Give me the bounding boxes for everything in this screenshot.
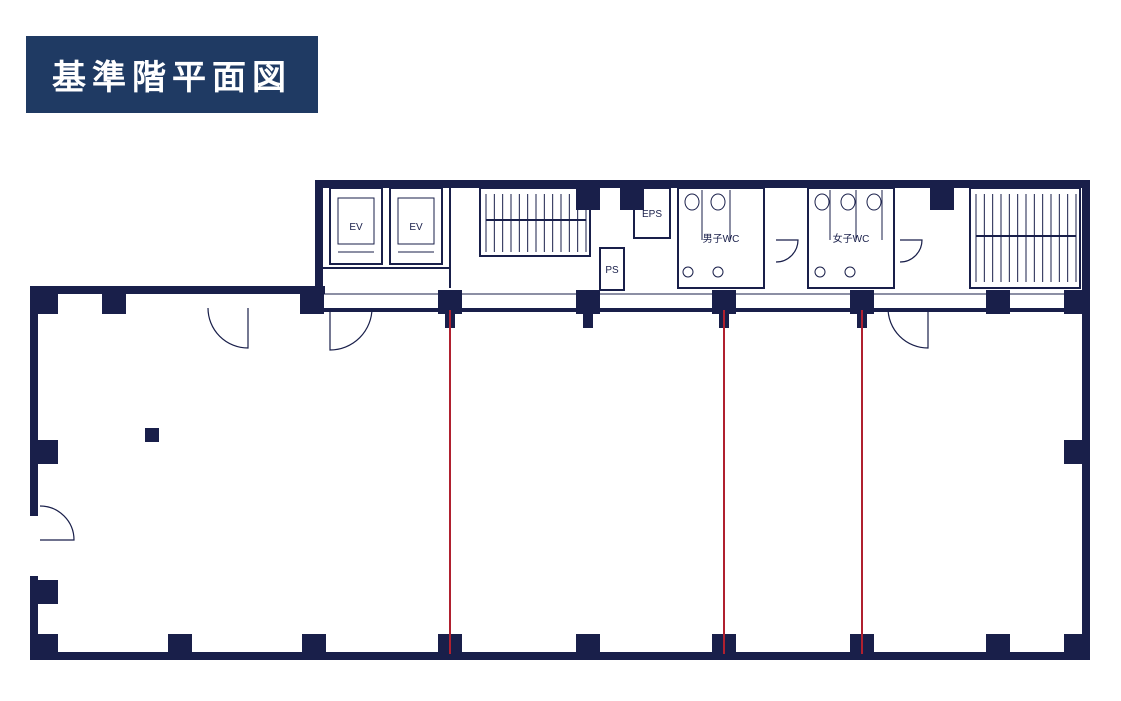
- floor-plan-svg: EV EV PS EPS 男子WC 女子WC: [30, 180, 1090, 660]
- ps-room-label: PS: [605, 265, 619, 276]
- title: 基準階平面図: [26, 36, 318, 113]
- wc-male-label: 男子WC: [703, 233, 740, 245]
- eps-room-label: EPS: [642, 209, 662, 220]
- wc-female-label: 女子WC: [833, 232, 870, 245]
- page: 基準階平面図 EV EV PS EPS 男子WC 女子WC: [0, 0, 1121, 701]
- elevator-left-label: EV: [349, 222, 363, 233]
- floor-plan: EV EV PS EPS 男子WC 女子WC: [30, 180, 1090, 660]
- stair-left: [480, 188, 590, 256]
- stair-right: [970, 188, 1080, 288]
- elevator-right-label: EV: [409, 222, 423, 233]
